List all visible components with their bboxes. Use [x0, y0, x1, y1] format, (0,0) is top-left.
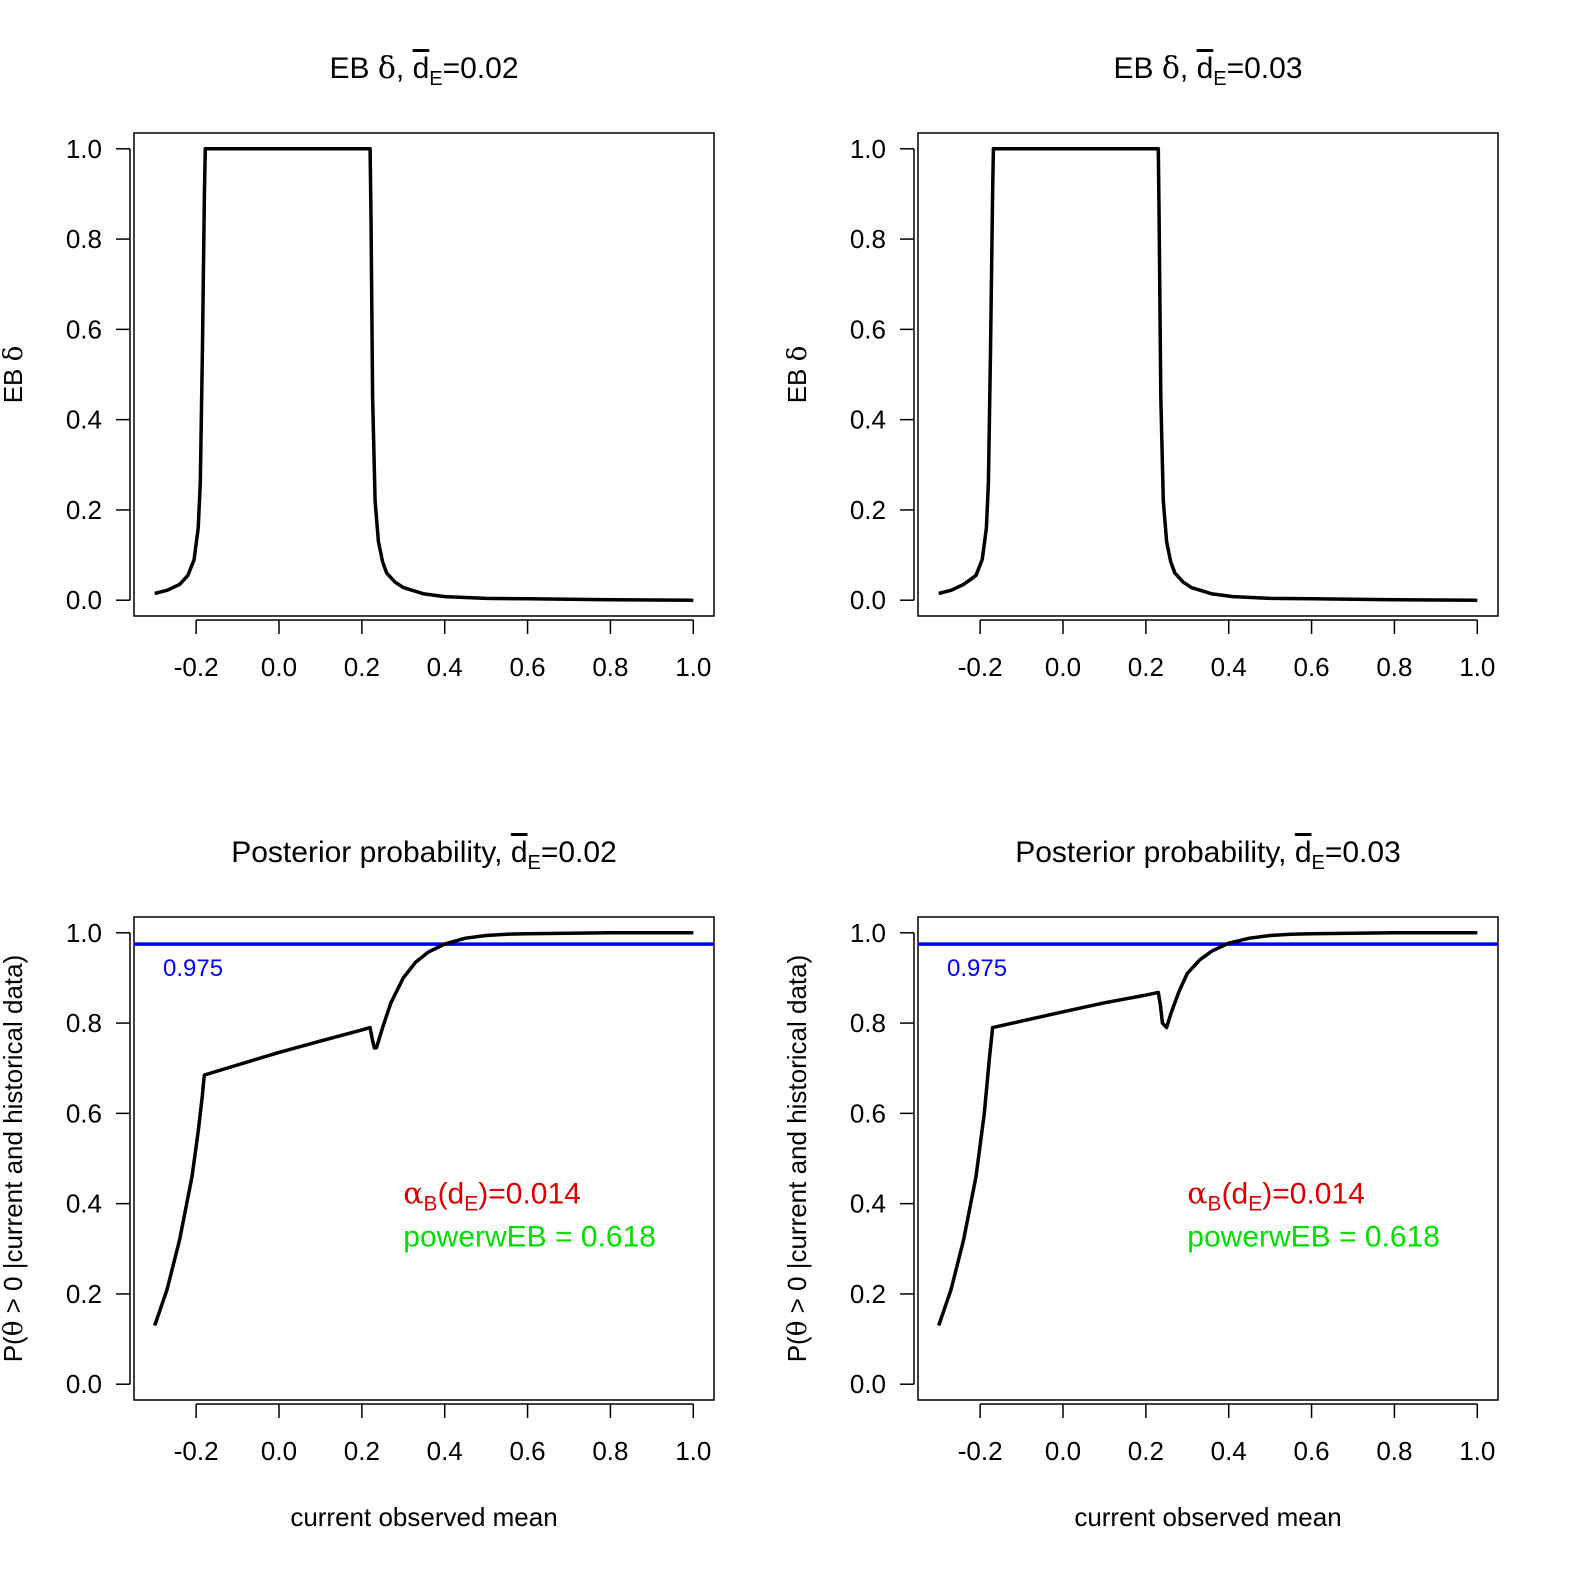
y-tick-label: 0.8 [66, 1008, 102, 1038]
y-tick-label: 1.0 [850, 918, 886, 948]
y-tick-label: 0.4 [850, 1189, 886, 1219]
x-axis-label: current observed mean [1074, 1502, 1341, 1532]
chart-panel-bottom-right: Posterior probability, dE=0.03 -0.2 0.0 0.2… [782, 836, 1499, 1532]
y-tick-label: 0.8 [850, 224, 886, 254]
reference-line-label: 0.975 [947, 955, 1007, 982]
y-axis-label: EB δ [0, 346, 29, 404]
y-tick-label: 0.4 [66, 1189, 102, 1219]
x-tick-label: 0.8 [1376, 652, 1412, 682]
x-tick-label: 0.8 [592, 1436, 628, 1466]
y-axis-label: P(θ > 0 |current and historical data) [782, 955, 813, 1363]
y-tick-label: 0.6 [850, 314, 886, 344]
x-tick-label: 0.4 [427, 652, 463, 682]
x-tick-label: 0.0 [1045, 1436, 1081, 1466]
series-line [153, 931, 694, 1327]
x-tick-label: 0.4 [1211, 652, 1247, 682]
x-tick-label: 0.2 [1128, 1436, 1164, 1466]
y-tick-label: 0.6 [850, 1098, 886, 1128]
x-tick-label: 1.0 [675, 652, 711, 682]
chart-title: Posterior probability, dE=0.02 [231, 836, 617, 874]
x-tick-label: 1.0 [1459, 652, 1495, 682]
y-tick-label: 0.0 [66, 1369, 102, 1399]
y-tick-label: 0.2 [66, 1279, 102, 1309]
y-tick-label: 0.8 [66, 224, 102, 254]
y-tick-label: 1.0 [66, 134, 102, 164]
y-axis-label: EB δ [782, 346, 813, 404]
y-tick-label: 0.8 [850, 1008, 886, 1038]
y-tick-label: 0.0 [850, 1369, 886, 1399]
x-tick-label: 0.2 [344, 1436, 380, 1466]
x-tick-label: -0.2 [174, 1436, 219, 1466]
y-tick-label: 0.0 [850, 585, 886, 615]
x-tick-label: 0.0 [261, 652, 297, 682]
chart-panel-top-right: EB δ, dE=0.03 -0.2 0.0 0.2 0.4 0.6 0.8 1.0 0.0 0.… [782, 51, 1499, 682]
y-tick-label: 0.2 [850, 1279, 886, 1309]
reference-line-label: 0.975 [163, 955, 223, 982]
y-tick-label: 0.0 [66, 585, 102, 615]
x-tick-label: 1.0 [1459, 1436, 1495, 1466]
chart-title: EB δ, dE=0.02 [329, 51, 518, 90]
y-tick-label: 0.2 [66, 495, 102, 525]
x-tick-label: 0.6 [1293, 652, 1329, 682]
x-tick-label: 0.2 [1128, 652, 1164, 682]
series-line [937, 931, 1478, 1327]
plot-frame [917, 132, 1499, 617]
y-axis-label: P(θ > 0 |current and historical data) [0, 955, 29, 1363]
x-tick-label: 0.0 [261, 1436, 297, 1466]
y-tick-label: 0.4 [850, 405, 886, 435]
chart-title: EB δ, dE=0.03 [1113, 51, 1302, 90]
x-tick-label: -0.2 [958, 1436, 1003, 1466]
y-tick-label: 0.4 [66, 405, 102, 435]
plot-frame [133, 132, 715, 617]
x-tick-label: 0.6 [1293, 1436, 1329, 1466]
alpha-annotation: αB(dE)=0.014 [403, 1177, 581, 1216]
x-tick-label: 0.6 [509, 652, 545, 682]
chart-panel-top-left: EB δ, dE=0.02 -0.2 0.0 0.2 0.4 0.6 0.8 1.0 0.0 0.… [0, 51, 715, 682]
x-tick-label: 0.4 [1211, 1436, 1247, 1466]
alpha-annotation: αB(dE)=0.014 [1187, 1177, 1365, 1216]
chart-panel-bottom-left: Posterior probability, dE=0.02 -0.2 0.0 0.2… [0, 836, 715, 1532]
y-tick-label: 1.0 [850, 134, 886, 164]
x-tick-label: 1.0 [675, 1436, 711, 1466]
y-tick-label: 0.6 [66, 1098, 102, 1128]
y-tick-label: 1.0 [66, 918, 102, 948]
y-tick-label: 0.6 [66, 314, 102, 344]
x-tick-label: 0.4 [427, 1436, 463, 1466]
x-tick-label: 0.6 [509, 1436, 545, 1466]
power-annotation: powerwEB = 0.618 [1187, 1221, 1440, 1254]
x-tick-label: 0.8 [592, 652, 628, 682]
x-tick-label: 0.2 [344, 652, 380, 682]
plot-frame [133, 916, 715, 1401]
series-line [154, 147, 694, 602]
y-tick-label: 0.2 [850, 495, 886, 525]
power-annotation: powerwEB = 0.618 [403, 1221, 656, 1254]
chart-title: Posterior probability, dE=0.03 [1015, 836, 1401, 874]
x-tick-label: -0.2 [174, 652, 219, 682]
x-tick-label: 0.8 [1376, 1436, 1412, 1466]
x-tick-label: -0.2 [958, 652, 1003, 682]
x-tick-label: 0.0 [1045, 652, 1081, 682]
series-line [938, 147, 1478, 602]
plot-frame [917, 916, 1499, 1401]
x-axis-label: current observed mean [290, 1502, 557, 1532]
